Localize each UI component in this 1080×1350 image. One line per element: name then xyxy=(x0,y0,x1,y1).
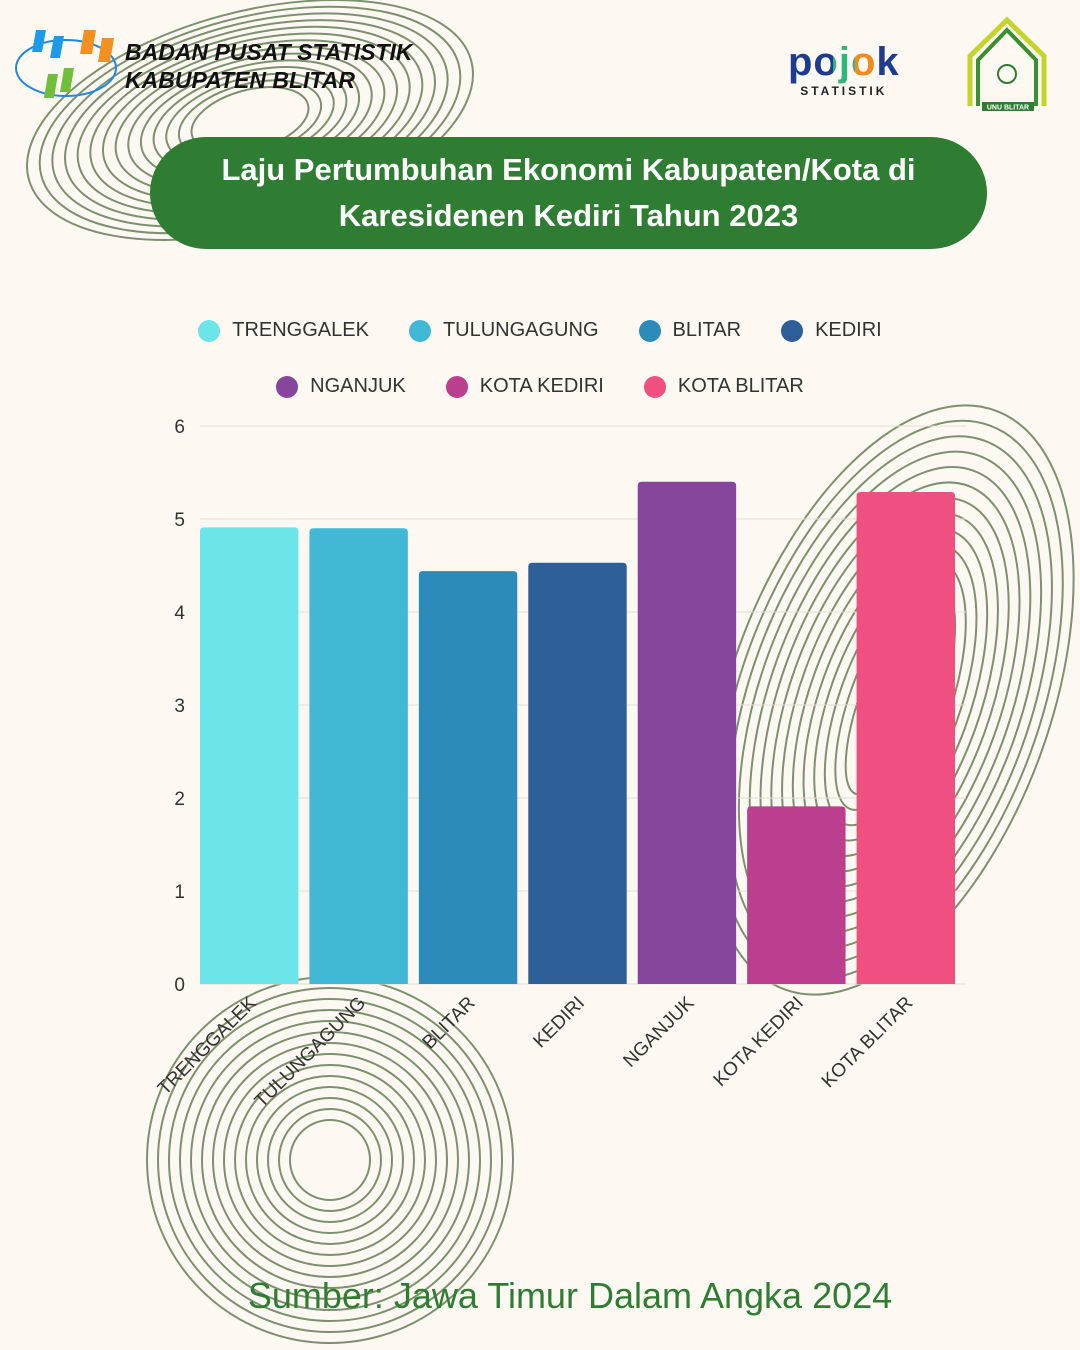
title-line2: Karesidenen Kediri Tahun 2023 xyxy=(338,198,799,233)
pojok-statistik-logo: pojok STATISTIK xyxy=(788,40,900,98)
contour-line xyxy=(223,1053,437,1267)
y-tick-label: 6 xyxy=(174,417,185,438)
contour-line xyxy=(157,987,503,1333)
contour-line xyxy=(705,404,1075,996)
legend-item: KOTA BLITAR xyxy=(643,375,804,398)
legend-row-1: TRENGGALEK TULUNGAGUNG BLITAR KEDIRI xyxy=(0,319,1080,342)
bar xyxy=(528,562,627,984)
x-tick-label: BLITAR xyxy=(419,993,480,1054)
contour-line xyxy=(278,1108,382,1212)
pojok-logo-sub: STATISTIK xyxy=(800,84,888,98)
contour-line xyxy=(212,1042,448,1278)
bar xyxy=(418,571,518,984)
legend-label: KOTA KEDIRI xyxy=(479,375,604,397)
legend-label: TULUNGAGUNG xyxy=(442,319,599,341)
contour-line xyxy=(179,1009,481,1311)
source-note: Sumber: Jawa Timur Dalam Angka 2024 xyxy=(247,1275,893,1316)
legend-item: NGANJUK xyxy=(276,375,406,398)
title-line1: Laju Pertumbuhan Ekonomi Kabupaten/Kota … xyxy=(221,152,916,187)
contour-line xyxy=(267,1097,393,1223)
legend-label: NGANJUK xyxy=(310,375,406,397)
x-tick-label: TULUNGAGUNG xyxy=(251,993,370,1112)
legend-label: TRENGGALEK xyxy=(232,319,369,341)
contour-line xyxy=(289,1119,371,1201)
legend-item: KOTA KEDIRI xyxy=(445,375,604,398)
org-name-line1: BADAN PUSAT STATISTIK xyxy=(125,39,413,65)
legend-swatch xyxy=(781,319,804,342)
y-tick-label: 1 xyxy=(174,882,185,903)
contour-line xyxy=(168,998,492,1322)
org-name-line2: KABUPATEN BLITAR xyxy=(125,67,355,93)
legend-label: BLITAR xyxy=(672,319,742,341)
legend-swatch xyxy=(445,375,468,398)
unu-blitar-logo: UNU BLITAR xyxy=(967,16,1047,112)
bar xyxy=(637,481,737,984)
x-tick-label: NGANJUK xyxy=(619,992,698,1071)
bar xyxy=(856,492,955,984)
y-tick-label: 3 xyxy=(174,696,185,717)
bar xyxy=(200,527,299,984)
chart-title-banner: Laju Pertumbuhan Ekonomi Kabupaten/Kota … xyxy=(150,137,987,249)
legend-item: BLITAR xyxy=(638,319,742,342)
legend-swatch xyxy=(643,375,666,398)
x-tick-label: KEDIRI xyxy=(529,993,589,1053)
x-tick-label: TRENGGALEK xyxy=(154,992,261,1099)
legend-item: TRENGGALEK xyxy=(198,319,369,342)
bps-logo xyxy=(15,30,117,98)
legend-swatch xyxy=(408,319,431,342)
contour-line xyxy=(245,1075,415,1245)
y-tick-label: 0 xyxy=(174,975,185,996)
legend-swatch xyxy=(638,319,661,342)
y-tick-label: 5 xyxy=(174,510,185,531)
bar xyxy=(747,806,846,984)
y-tick-label: 2 xyxy=(174,789,185,810)
legend-label: KOTA BLITAR xyxy=(677,375,804,397)
legend-row-2: NGANJUK KOTA KEDIRI KOTA BLITAR xyxy=(0,375,1080,398)
legend-swatch xyxy=(276,375,299,398)
y-tick-label: 4 xyxy=(174,603,185,624)
pojok-logo-word: pojok xyxy=(788,40,900,84)
legend-item: TULUNGAGUNG xyxy=(408,319,599,342)
contour-line xyxy=(190,1020,470,1300)
contour-line xyxy=(256,1086,404,1234)
unu-logo-text: UNU BLITAR xyxy=(987,105,1029,112)
contour-line xyxy=(201,1031,459,1289)
x-tick-label: KOTA KEDIRI xyxy=(710,993,808,1091)
legend-label: KEDIRI xyxy=(815,319,882,341)
contour-line xyxy=(234,1064,426,1256)
x-tick-label: KOTA BLITAR xyxy=(818,993,917,1092)
bar xyxy=(309,528,408,984)
legend-item: KEDIRI xyxy=(781,319,882,342)
legend-swatch xyxy=(198,319,221,342)
